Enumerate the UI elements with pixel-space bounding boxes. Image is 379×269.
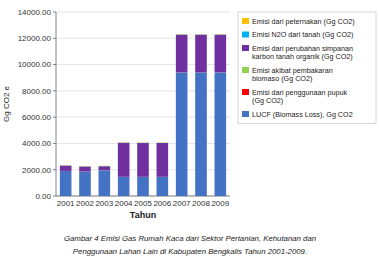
x-tick-label: 2003: [95, 199, 113, 208]
bar-segment: [215, 34, 227, 35]
x-tick-label: 2001: [57, 199, 75, 208]
bar-segment: [79, 172, 91, 196]
legend-frame: [238, 12, 376, 124]
bar-segment: [215, 34, 227, 35]
bar-segment: [137, 177, 149, 196]
legend-swatch: [242, 89, 249, 95]
legend-entry: Emisi dari penggunaan pupuk(Gg CO2): [252, 88, 348, 106]
bar-segment: [137, 142, 149, 143]
bar-segment: [137, 142, 149, 143]
y-tick-label: 10000.00: [18, 60, 52, 69]
y-tick-label: 0.00: [35, 192, 51, 201]
bar-segment: [195, 35, 207, 73]
x-tick-label: 2009: [211, 199, 229, 208]
bar-segment: [195, 34, 207, 35]
legend-entry: Emisi N2O dari tanah (Gg CO2): [252, 30, 353, 39]
bar-segment: [99, 170, 111, 196]
bar-segment: [215, 35, 227, 73]
bar-segment: [79, 167, 91, 172]
y-tick: [53, 117, 56, 118]
caption: Penggunaan Lahan Lain di Kabupaten Bengk…: [73, 247, 307, 256]
y-tick: [53, 38, 56, 39]
legend-swatch: [242, 111, 249, 117]
legend-entry: Emisi dari perubahan simpanankarbon tana…: [252, 44, 353, 62]
x-tick-label: 2005: [134, 199, 152, 208]
bar-segment: [99, 166, 111, 170]
grid: [56, 12, 230, 196]
caption: Gambar 4 Emisi Gas Rumah Kaca dari Sekto…: [64, 234, 316, 243]
chart: 0.00 2000.00 4000.00 6000.00 8000.00 10000.00…: [0, 0, 379, 269]
y-tick-label: 2000.00: [22, 166, 51, 175]
legend-entry: Emisi akibat pembakaranbiomaso (Gg CO2): [252, 66, 333, 84]
y-axis-line: [56, 12, 57, 196]
x-tick-label: 2007: [173, 199, 191, 208]
bar-segment: [195, 34, 207, 35]
bar-segment: [60, 171, 72, 196]
y-tick: [53, 64, 56, 65]
bar-segment: [79, 166, 91, 167]
bar-segment: [60, 165, 72, 166]
bar-segment: [99, 165, 111, 166]
y-tick: [53, 143, 56, 144]
bar-segment: [60, 166, 72, 171]
y-tick: [53, 12, 56, 13]
bar-segment: [99, 166, 111, 167]
bar-segment: [157, 177, 169, 196]
bar-segment: [118, 143, 130, 177]
y-tick-label: 8000.00: [22, 87, 51, 96]
bar-segment: [215, 72, 227, 196]
bar-segment: [157, 142, 169, 143]
legend-swatch: [242, 32, 249, 38]
legend: Emisi dari peternakan (Gg CO2) Emisi N2O …: [238, 12, 376, 124]
bar-segment: [79, 166, 91, 167]
y-tick: [53, 169, 56, 170]
bar-segment: [176, 72, 188, 196]
legend-swatch: [242, 45, 249, 51]
x-tick-label: 2008: [192, 199, 210, 208]
bar-segment: [157, 143, 169, 177]
bar-segment: [60, 165, 72, 166]
legend-swatch: [242, 18, 249, 24]
x-tick-label: 2004: [115, 199, 133, 208]
y-tick-label: 4000.00: [22, 139, 51, 148]
legend-swatch: [242, 67, 249, 73]
axes: 0.00 2000.00 4000.00 6000.00 8000.00 10000.00…: [18, 8, 230, 208]
x-tick-label: 2002: [76, 199, 94, 208]
y-tick-label: 12000.00: [18, 34, 52, 43]
bar-segment: [118, 177, 130, 196]
y-tick: [53, 90, 56, 91]
y-tick: [53, 196, 56, 197]
bar-segment: [137, 143, 149, 177]
bars: [60, 34, 226, 196]
legend-entry: LUCF (Biomass Loss), Gg CO2: [252, 110, 353, 119]
bar-segment: [176, 35, 188, 73]
bar-segment: [195, 72, 207, 196]
legend-entry: Emisi dari peternakan (Gg CO2): [252, 17, 355, 26]
bar-segment: [176, 34, 188, 35]
y-axis-label: Gg CO2 e: [2, 85, 11, 122]
y-tick-label: 6000.00: [22, 113, 51, 122]
grid-line: [56, 12, 230, 13]
bar-segment: [176, 34, 188, 35]
bar-segment: [118, 142, 130, 143]
y-tick-label: 14000.00: [18, 8, 52, 17]
bar-segment: [118, 142, 130, 143]
x-axis-label: Tahun: [130, 210, 156, 220]
bar-segment: [157, 142, 169, 143]
x-tick-label: 2006: [153, 199, 171, 208]
